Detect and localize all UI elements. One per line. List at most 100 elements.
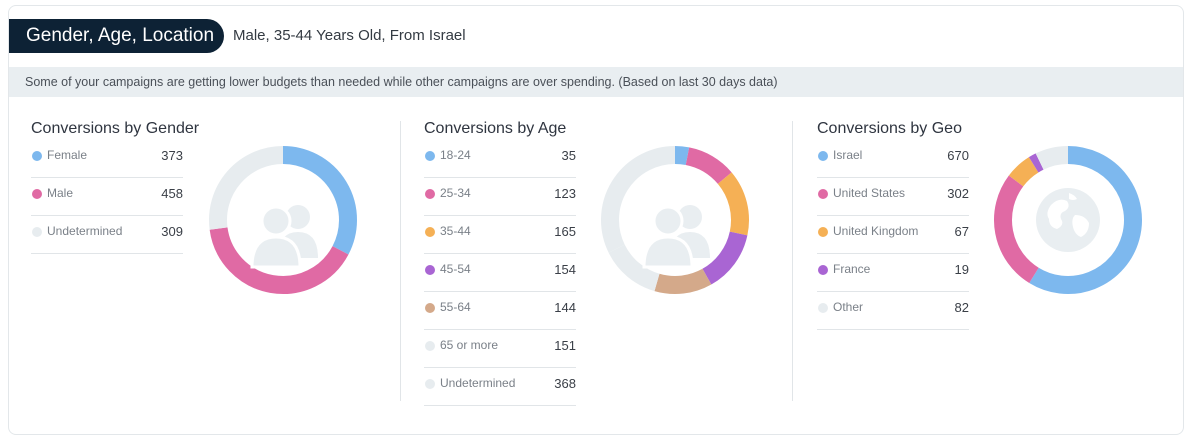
donut-slice-55-64[interactable] [654,268,712,294]
legend-label: Undetermined [440,376,516,390]
legend-value: 151 [554,338,576,353]
section-subtitle: Male, 35-44 Years Old, From Israel [233,27,466,44]
budget-alert-text: Some of your campaigns are getting lower… [25,75,778,89]
legend-swatch [818,303,828,313]
donut-slice-45-54[interactable] [702,231,748,285]
legend-item[interactable]: United Kingdom 67 [817,216,969,254]
legend-geo: Israel 670 United States 302 United Kingdom 6… [817,140,969,330]
legend-value: 82 [954,300,969,315]
legend-swatch [32,227,42,237]
legend-value: 154 [554,262,576,277]
user-head-back [286,205,310,229]
user-body-front [642,235,694,269]
donut-slice-france[interactable] [1028,153,1044,173]
legend-item[interactable]: Undetermined 368 [424,368,576,406]
panel-geo: Conversions by Geo Israel 670 United States… [817,110,1177,402]
users-icon [642,205,710,269]
globe-icon [1036,188,1100,252]
legend-label: Female [47,148,88,162]
legend-label: Undetermined [47,224,123,238]
legend-swatch [425,227,435,237]
globe-land [1069,193,1077,200]
donut-slice-male[interactable] [209,227,349,294]
legend-item[interactable]: Other 82 [817,292,969,330]
legend-item[interactable]: 55-64 144 [424,292,576,330]
donut-slice-25-34[interactable] [685,147,732,185]
legend-swatch [818,151,828,161]
legend-item[interactable]: Undetermined 309 [31,216,183,254]
legend-label: 45-54 [440,262,471,276]
legend-item[interactable]: United States 302 [817,178,969,216]
legend-value: 35 [561,148,576,163]
legend-value: 302 [947,186,969,201]
donut-slice-united-kingdom[interactable] [1008,157,1039,187]
legend-item[interactable]: 18-24 35 [424,140,576,178]
legend-label: United States [833,186,906,200]
users-icon [250,205,318,269]
donut-slice-18-24[interactable] [674,146,690,166]
legend-value: 67 [954,224,969,239]
donut-slice-undetermined[interactable] [209,146,284,230]
legend-swatch [818,189,828,199]
donut-slice-undetermined[interactable] [601,146,676,253]
legend-item[interactable]: 65 or more 151 [424,330,576,368]
panel-gender: Conversions by Gender Female 373 Male 458 Und… [31,110,391,402]
legend-label: 25-34 [440,186,471,200]
legend-value: 123 [554,186,576,201]
legend-value: 373 [161,148,183,163]
legend-label: United Kingdom [833,224,919,238]
legend-label: France [833,262,871,276]
budget-alert-bar: Some of your campaigns are getting lower… [9,67,1183,97]
donut-chart-gender [209,146,357,294]
legend-item[interactable]: 45-54 154 [424,254,576,292]
legend-value: 165 [554,224,576,239]
donut-chart-age [601,146,749,294]
legend-label: Other [833,300,864,314]
legend-swatch [818,265,828,275]
legend-swatch [425,379,435,389]
legend-label: 18-24 [440,148,471,162]
legend-value: 458 [161,186,183,201]
panel-title-gender: Conversions by Gender [31,120,200,137]
legend-item[interactable]: 25-34 123 [424,178,576,216]
legend-swatch [425,151,435,161]
panel-divider [400,121,401,401]
globe-disc [1036,188,1100,252]
legend-value: 670 [947,148,969,163]
legend-swatch [425,265,435,275]
legend-item[interactable]: 35-44 165 [424,216,576,254]
legend-item[interactable]: Female 373 [31,140,183,178]
donut-chart-geo [994,146,1142,294]
legend-value: 309 [161,224,183,239]
legend-label: Male [47,186,74,200]
donut-slice-united-states[interactable] [994,175,1039,284]
donut-slice-female[interactable] [282,146,357,255]
panel-title-geo: Conversions by Geo [817,120,962,137]
legend-item[interactable]: France 19 [817,254,969,292]
globe-land [1072,215,1089,237]
legend-swatch [818,227,828,237]
legend-label: 55-64 [440,300,471,314]
panel-age: Conversions by Age 18-24 35 25-34 123 35-44 16… [424,110,784,406]
legend-value: 19 [954,262,969,277]
legend-label: Israel [833,148,863,162]
section-title: Gender, Age, Location [26,25,215,46]
donut-slice-35-44[interactable] [717,172,749,236]
section-title-badge: Gender, Age, Location [9,19,224,53]
legend-value: 144 [554,300,576,315]
legend-item[interactable]: Israel 670 [817,140,969,178]
legend-swatch [32,151,42,161]
legend-gender: Female 373 Male 458 Undetermined 309 [31,140,183,254]
donut-slice-other[interactable] [1035,146,1069,170]
legend-value: 368 [554,376,576,391]
legend-swatch [425,189,435,199]
legend-swatch [425,303,435,313]
donut-slice-israel[interactable] [1029,146,1142,294]
user-head-back [678,205,702,229]
legend-item[interactable]: Male 458 [31,178,183,216]
legend-age: 18-24 35 25-34 123 35-44 165 45-54 154 55-64 144 6… [424,140,576,406]
globe-land [1047,199,1069,229]
panel-title-age: Conversions by Age [424,120,567,137]
donut-slice-65-or-more[interactable] [608,244,660,292]
user-head-front [652,205,684,237]
